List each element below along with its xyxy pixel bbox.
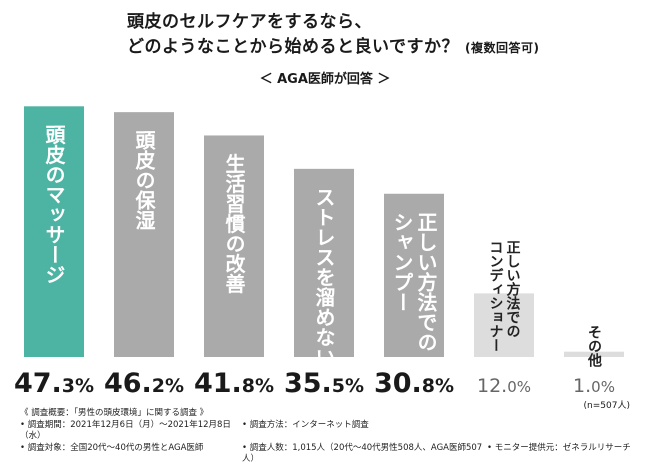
title-line-2-text: どのようなことから始めると良いですか？ bbox=[127, 37, 459, 57]
value-label-3: 41.8% bbox=[194, 368, 274, 399]
title-note: (複数回答可) bbox=[465, 41, 540, 55]
footer-count: • 調査人数：1,015人（20代〜40代男性508人、AGA医師507人） bbox=[242, 442, 483, 465]
footer-row-2: • 調査対象：全国20代〜40代の男性とAGA医師 • 調査人数：1,015人（… bbox=[20, 443, 631, 466]
bar-label-6-line-1: 正しい方法での bbox=[505, 240, 521, 338]
bar-label-4: ストレスを溜めない bbox=[312, 187, 336, 367]
value-label-2: 46.2% bbox=[104, 368, 184, 399]
bar-label-1: 頭皮のマッサージ bbox=[42, 124, 66, 284]
bar-3 bbox=[204, 135, 264, 357]
bar-chart: 頭皮のマッサージ 47.3% 頭皮の保湿 46.2% 生活習慣の改善 41.8% ストレスを… bbox=[14, 106, 624, 399]
value-label-1: 47.3% bbox=[14, 368, 94, 399]
chart-title: 頭皮のセルフケアをするなら、 どのようなことから始めると良いですか？ (複数回答可… bbox=[127, 10, 539, 61]
value-label-5: 30.8% bbox=[374, 368, 454, 399]
bar-5 bbox=[384, 193, 444, 357]
sample-size-note: (n=507人) bbox=[583, 401, 630, 411]
footer-heading: 《 調査概要：「男性の頭皮環境」に関する調査 》 bbox=[20, 408, 209, 418]
survey-footer: 《 調査概要：「男性の頭皮環境」に関する調査 》 • 調査期間：2021年12月… bbox=[20, 408, 631, 466]
chart-subtitle: ＜ AGA医師が回答 ＞ bbox=[259, 72, 391, 87]
footer-row-1: • 調査期間：2021年12月6日（月）〜2021年12月8日（水） • 調査方… bbox=[20, 420, 631, 443]
footer-monitor: • モニター提供元：ゼネラルリサーチ bbox=[487, 442, 631, 453]
bar-label-7: その他 bbox=[586, 325, 603, 368]
value-label-6: 12.0% bbox=[477, 375, 531, 397]
bar-label-3: 生活習慣の改善 bbox=[222, 153, 246, 294]
bar-6 bbox=[474, 293, 534, 357]
bar-label-2: 頭皮の保湿 bbox=[132, 130, 156, 230]
footer-period: • 調査期間：2021年12月6日（月）〜2021年12月8日（水） bbox=[20, 419, 231, 442]
bar-4 bbox=[294, 168, 354, 357]
bar-1 bbox=[24, 106, 84, 357]
title-line-2: どのようなことから始めると良いですか？ (複数回答可) bbox=[127, 35, 539, 61]
bar-label-6-line-2: コンディショナー bbox=[488, 240, 504, 352]
footer-method: • 調査方法：インターネット調査 bbox=[242, 419, 369, 430]
value-label-7: 1.0% bbox=[573, 375, 615, 397]
bar-2 bbox=[114, 112, 174, 357]
value-label-4: 35.5% bbox=[284, 368, 364, 399]
bar-7 bbox=[564, 351, 624, 357]
footer-target: • 調査対象：全国20代〜40代の男性とAGA医師 bbox=[20, 442, 204, 453]
bar-label-5-line-2: シャンプー bbox=[390, 212, 414, 312]
title-line-1: 頭皮のセルフケアをするなら、 bbox=[127, 12, 372, 32]
bar-label-5-line-1: 正しい方法での bbox=[414, 212, 438, 352]
